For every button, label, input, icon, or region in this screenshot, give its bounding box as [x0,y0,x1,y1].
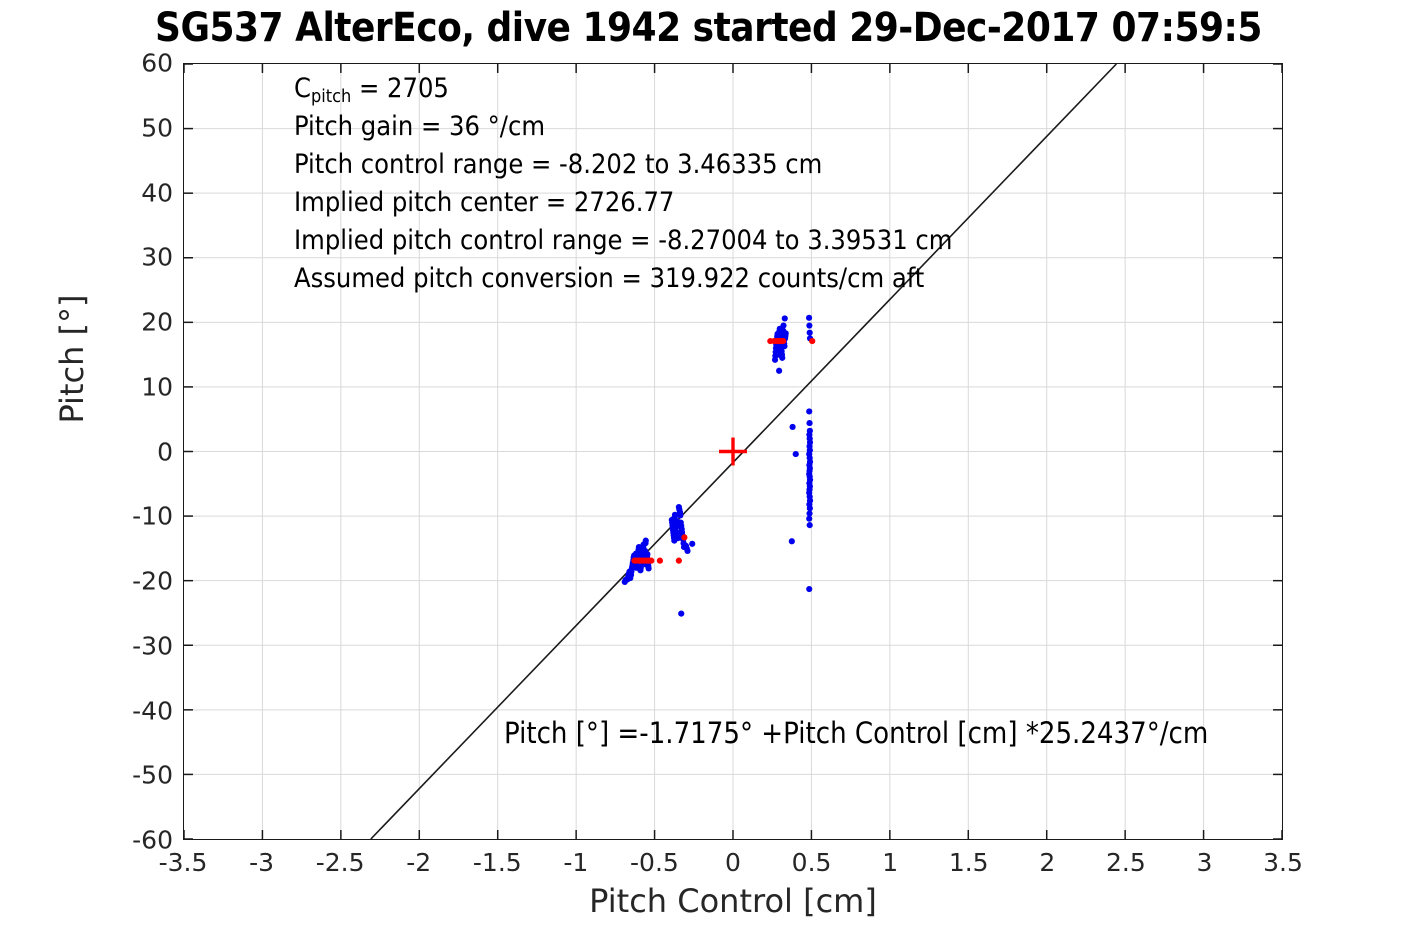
x-axis-title: Pitch Control [cm] [589,882,877,920]
y-axis-title: Pitch [°] [53,294,91,424]
series-blue [621,314,814,617]
x-tick-label: 2.5 [1105,848,1146,877]
center-cross-marker [719,437,747,466]
fit-equation-label: Pitch [°] =-1.7175° +Pitch Control [cm] … [504,716,1209,750]
y-tick-label: -20 [132,566,173,596]
y-axis-tick-labels: 60 50 40 30 20 10 0 -10 -20 -30 -40 -50 -60 [110,49,173,855]
y-tick-label: 50 [141,113,173,143]
plot-canvas [184,64,1282,839]
annotation-line-cpitch: Cpitch = 2705 [294,70,952,108]
x-tick-label: 3.5 [1263,848,1303,877]
annotation-line-pitch-control-range: Pitch control range = -8.202 to 3.46335 … [294,149,823,180]
x-tick-label: 1.5 [948,848,989,877]
x-tick-label: -1.5 [472,848,522,877]
x-tick-label: -3 [249,848,275,877]
annotation-line-implied-pitch-center: Implied pitch center = 2726.77 [294,187,675,218]
x-tick-label: 0 [725,848,741,877]
x-tick-label: -3.5 [158,848,208,877]
x-tick-label: 0.5 [791,848,832,877]
figure-title: SG537 AlterEco, dive 1942 started 29-Dec… [155,5,1262,51]
annotation-line-assumed-pitch-conversion: Assumed pitch conversion = 319.922 count… [294,263,925,294]
grid-lines [184,64,1282,839]
x-tick-label: 2 [1039,848,1056,877]
y-tick-label: 40 [141,178,173,207]
x-axis-tick-labels: -3.5 -3 -2.5 -2 -1.5 -1 -0.5 0 0.5 1 1.5 2 2.5 3 3.5 [159,848,1303,882]
annotation-line-implied-pitch-control-range: Implied pitch control range = -8.27004 t… [294,225,953,256]
x-tick-label: 1 [882,848,899,877]
parameter-annotation: Cpitch = 2705 Pitch gain = 36 °/cm Pitch… [294,70,952,298]
plot-area: Cpitch = 2705 Pitch gain = 36 °/cm Pitch… [183,63,1283,840]
y-tick-label: -30 [132,631,173,661]
x-tick-label: 3 [1196,848,1213,877]
y-tick-label: 60 [141,48,173,78]
x-tick-label: -0.5 [630,848,679,877]
x-tick-label: -2.5 [315,848,365,877]
y-tick-label: 0 [157,437,173,466]
series-red [631,337,816,564]
y-tick-label: 20 [141,307,173,337]
y-tick-label: 10 [141,372,173,402]
y-tick-label: 30 [141,242,173,272]
y-tick-label: -50 [132,760,173,790]
annotation-line-pitch-gain: Pitch gain = 36 °/cm [294,111,545,142]
x-tick-label: -2 [406,848,432,877]
x-tick-label: -1 [563,848,589,877]
cpitch-value: = 2705 [351,73,449,104]
cpitch-subscript: pitch [310,86,352,107]
y-tick-label: -60 [132,825,173,855]
y-tick-label: -40 [132,696,173,725]
tick-marks [184,64,1282,839]
cpitch-symbol: C [294,73,311,104]
y-tick-label: -10 [132,501,173,531]
